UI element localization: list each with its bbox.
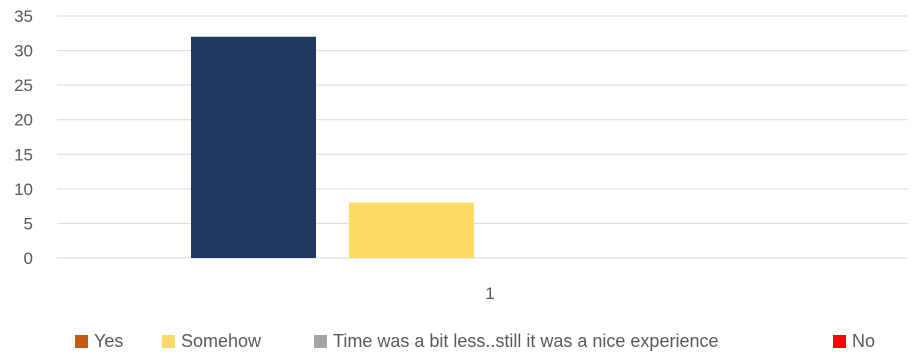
y-tick-label: 10 [14, 180, 33, 199]
legend-item-yes: Yes [75, 331, 123, 352]
y-tick-label: 20 [14, 111, 33, 130]
y-tick-label: 25 [14, 76, 33, 95]
legend-item-somehow: Somehow [162, 331, 261, 352]
legend-swatch-time [314, 335, 327, 348]
legend-label-time: Time was a bit less..still it was a nice… [333, 331, 719, 351]
y-tick-label: 15 [14, 145, 33, 164]
gridlines [57, 15, 908, 259]
y-axis-ticks: 0 5 10 15 20 25 30 35 [14, 7, 33, 268]
legend-item-no: No [833, 331, 875, 352]
x-axis-ticks: 1 [485, 284, 494, 303]
bar-yes [191, 36, 316, 258]
legend-swatch-yes [75, 335, 88, 348]
x-tick-label: 1 [485, 284, 494, 303]
bar-chart: 0 5 10 15 20 25 30 35 1 [14, 7, 908, 303]
bars [191, 36, 474, 258]
y-tick-label: 5 [24, 214, 33, 233]
y-tick-label: 35 [14, 7, 33, 26]
legend-label-somehow: Somehow [181, 331, 262, 351]
legend-swatch-somehow [162, 335, 175, 348]
y-tick-label: 0 [24, 249, 33, 268]
bar-somehow [349, 202, 474, 258]
legend-label-no: No [852, 331, 876, 351]
y-tick-label: 30 [14, 42, 33, 61]
legend-item-time: Time was a bit less..still it was a nice… [314, 331, 718, 352]
legend-swatch-no [833, 335, 846, 348]
legend-label-yes: Yes [94, 331, 124, 351]
legend: Yes Somehow Time was a bit less..still i… [0, 331, 920, 355]
